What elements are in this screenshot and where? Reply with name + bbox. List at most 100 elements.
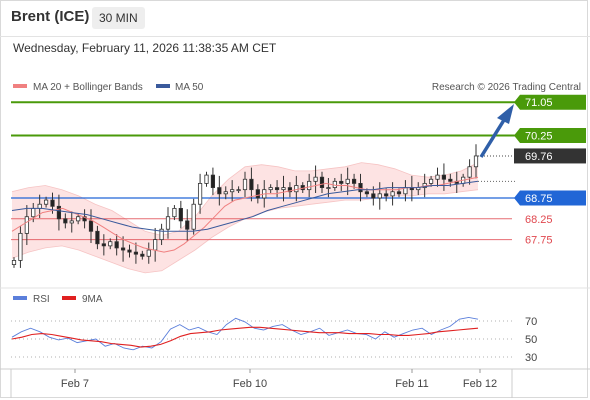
timestamp: Wednesday, February 11, 2026 11:38:35 AM… bbox=[13, 41, 277, 55]
candles bbox=[11, 144, 479, 268]
candle-body bbox=[236, 189, 241, 192]
candle-body bbox=[364, 191, 370, 195]
candle-body bbox=[358, 183, 363, 193]
level-label-69-76: 69.76 bbox=[525, 151, 553, 163]
candle-body bbox=[268, 187, 273, 191]
candle-body bbox=[435, 174, 440, 180]
x-tick-label: Feb 12 bbox=[463, 378, 497, 390]
level-box-71-05 bbox=[514, 94, 586, 110]
candle-body bbox=[50, 199, 55, 207]
rsi-line bbox=[11, 316, 479, 351]
candle-body bbox=[120, 247, 126, 251]
candle-body bbox=[345, 178, 350, 184]
candle-body bbox=[351, 178, 357, 184]
candle-body bbox=[101, 243, 106, 247]
candle-body bbox=[396, 191, 402, 195]
candle-body bbox=[332, 180, 337, 188]
forecast-arrow-head bbox=[497, 104, 514, 124]
ma50-line bbox=[11, 180, 479, 232]
candle-body bbox=[31, 207, 36, 218]
candle-body bbox=[146, 249, 151, 257]
candle-body bbox=[384, 193, 389, 197]
rsi-legend-swatch bbox=[13, 296, 27, 300]
timeframe-button[interactable]: 30 MIN bbox=[92, 7, 145, 29]
ma50-legend-swatch bbox=[156, 84, 170, 88]
candle-body bbox=[448, 178, 453, 182]
candle-body bbox=[63, 218, 68, 224]
rsi-ma-legend-label: 9MA bbox=[82, 294, 103, 305]
x-tick-label: Feb 7 bbox=[61, 378, 89, 390]
x-tick-label: Feb 11 bbox=[395, 378, 428, 390]
ma50-legend-label: MA 50 bbox=[175, 82, 204, 93]
candle-body bbox=[217, 187, 222, 195]
candle-body bbox=[159, 228, 164, 241]
forecast-arrow-shaft bbox=[479, 119, 506, 158]
x-tick-label: Feb 10 bbox=[233, 378, 267, 390]
candle-body bbox=[307, 180, 312, 191]
candle-body bbox=[197, 183, 203, 205]
chart-header: Brent (ICE) 30 MIN bbox=[0, 0, 590, 37]
candle-body bbox=[339, 180, 344, 184]
candle-body bbox=[185, 220, 190, 230]
candle-body bbox=[249, 178, 254, 191]
candle-body bbox=[88, 220, 94, 232]
candle-body bbox=[191, 203, 196, 230]
candle-body bbox=[371, 193, 376, 199]
candle-body bbox=[294, 185, 299, 193]
candle-body bbox=[281, 187, 286, 191]
candle-body bbox=[274, 187, 280, 191]
candle-body bbox=[56, 205, 62, 220]
candle-body bbox=[428, 178, 434, 184]
candle-body bbox=[82, 216, 87, 222]
rsi-ma-line bbox=[11, 326, 479, 348]
level-label-68-25: 68.25 bbox=[525, 214, 553, 226]
rsi-tick-label-30: 30 bbox=[525, 352, 537, 364]
candle-body bbox=[204, 174, 209, 184]
candle-body bbox=[76, 216, 81, 222]
copyright-label: Research © 2026 Trading Central bbox=[432, 82, 581, 93]
candle-body bbox=[24, 216, 29, 234]
candle-body bbox=[242, 178, 248, 191]
candle-body bbox=[18, 232, 23, 261]
x-axis: Feb 7 Feb 10 Feb 11 Feb 12 bbox=[61, 369, 497, 390]
level-label-67-75: 67.75 bbox=[525, 235, 553, 247]
candle-body bbox=[287, 187, 293, 193]
rsi-tick-label-50: 50 bbox=[525, 334, 537, 346]
level-labels: 71.05 70.25 69.76 68.75 68.25 67.75 bbox=[514, 94, 586, 247]
rsi-tick-label-70: 70 bbox=[525, 316, 537, 328]
candle-body bbox=[127, 249, 132, 253]
ma20-line bbox=[11, 176, 479, 253]
rsi-panel: 70 50 30 bbox=[11, 316, 537, 364]
candle-body bbox=[473, 155, 479, 168]
level-box-68-75 bbox=[514, 190, 586, 206]
level-box-70-25 bbox=[514, 128, 586, 144]
instrument-title: Brent (ICE) bbox=[11, 8, 90, 25]
candle-body bbox=[108, 241, 113, 247]
bollinger-upper-line bbox=[11, 162, 479, 236]
level-label-71-05: 71.05 bbox=[525, 97, 553, 109]
candle-body bbox=[172, 207, 177, 218]
candle-body bbox=[153, 239, 158, 251]
level-label-68-75: 68.75 bbox=[525, 193, 553, 205]
candle-body bbox=[210, 174, 216, 188]
candle-body bbox=[467, 166, 472, 178]
candle-body bbox=[133, 251, 139, 255]
candle-body bbox=[37, 203, 42, 209]
candle-body bbox=[43, 199, 49, 205]
candle-body bbox=[95, 230, 100, 245]
candle-body bbox=[140, 253, 145, 257]
ma20-legend-swatch bbox=[13, 84, 27, 88]
candle-body bbox=[69, 220, 74, 224]
candle-body bbox=[114, 241, 119, 249]
candle-body bbox=[165, 216, 171, 230]
moving-averages bbox=[11, 176, 479, 253]
candle-body bbox=[223, 191, 228, 195]
candle-body bbox=[11, 260, 17, 265]
candle-body bbox=[377, 193, 382, 199]
rsi-legend-label: RSI bbox=[33, 294, 50, 305]
candle-body bbox=[390, 191, 395, 197]
rsi-ma-legend-swatch bbox=[62, 296, 76, 300]
candle-body bbox=[441, 174, 447, 180]
